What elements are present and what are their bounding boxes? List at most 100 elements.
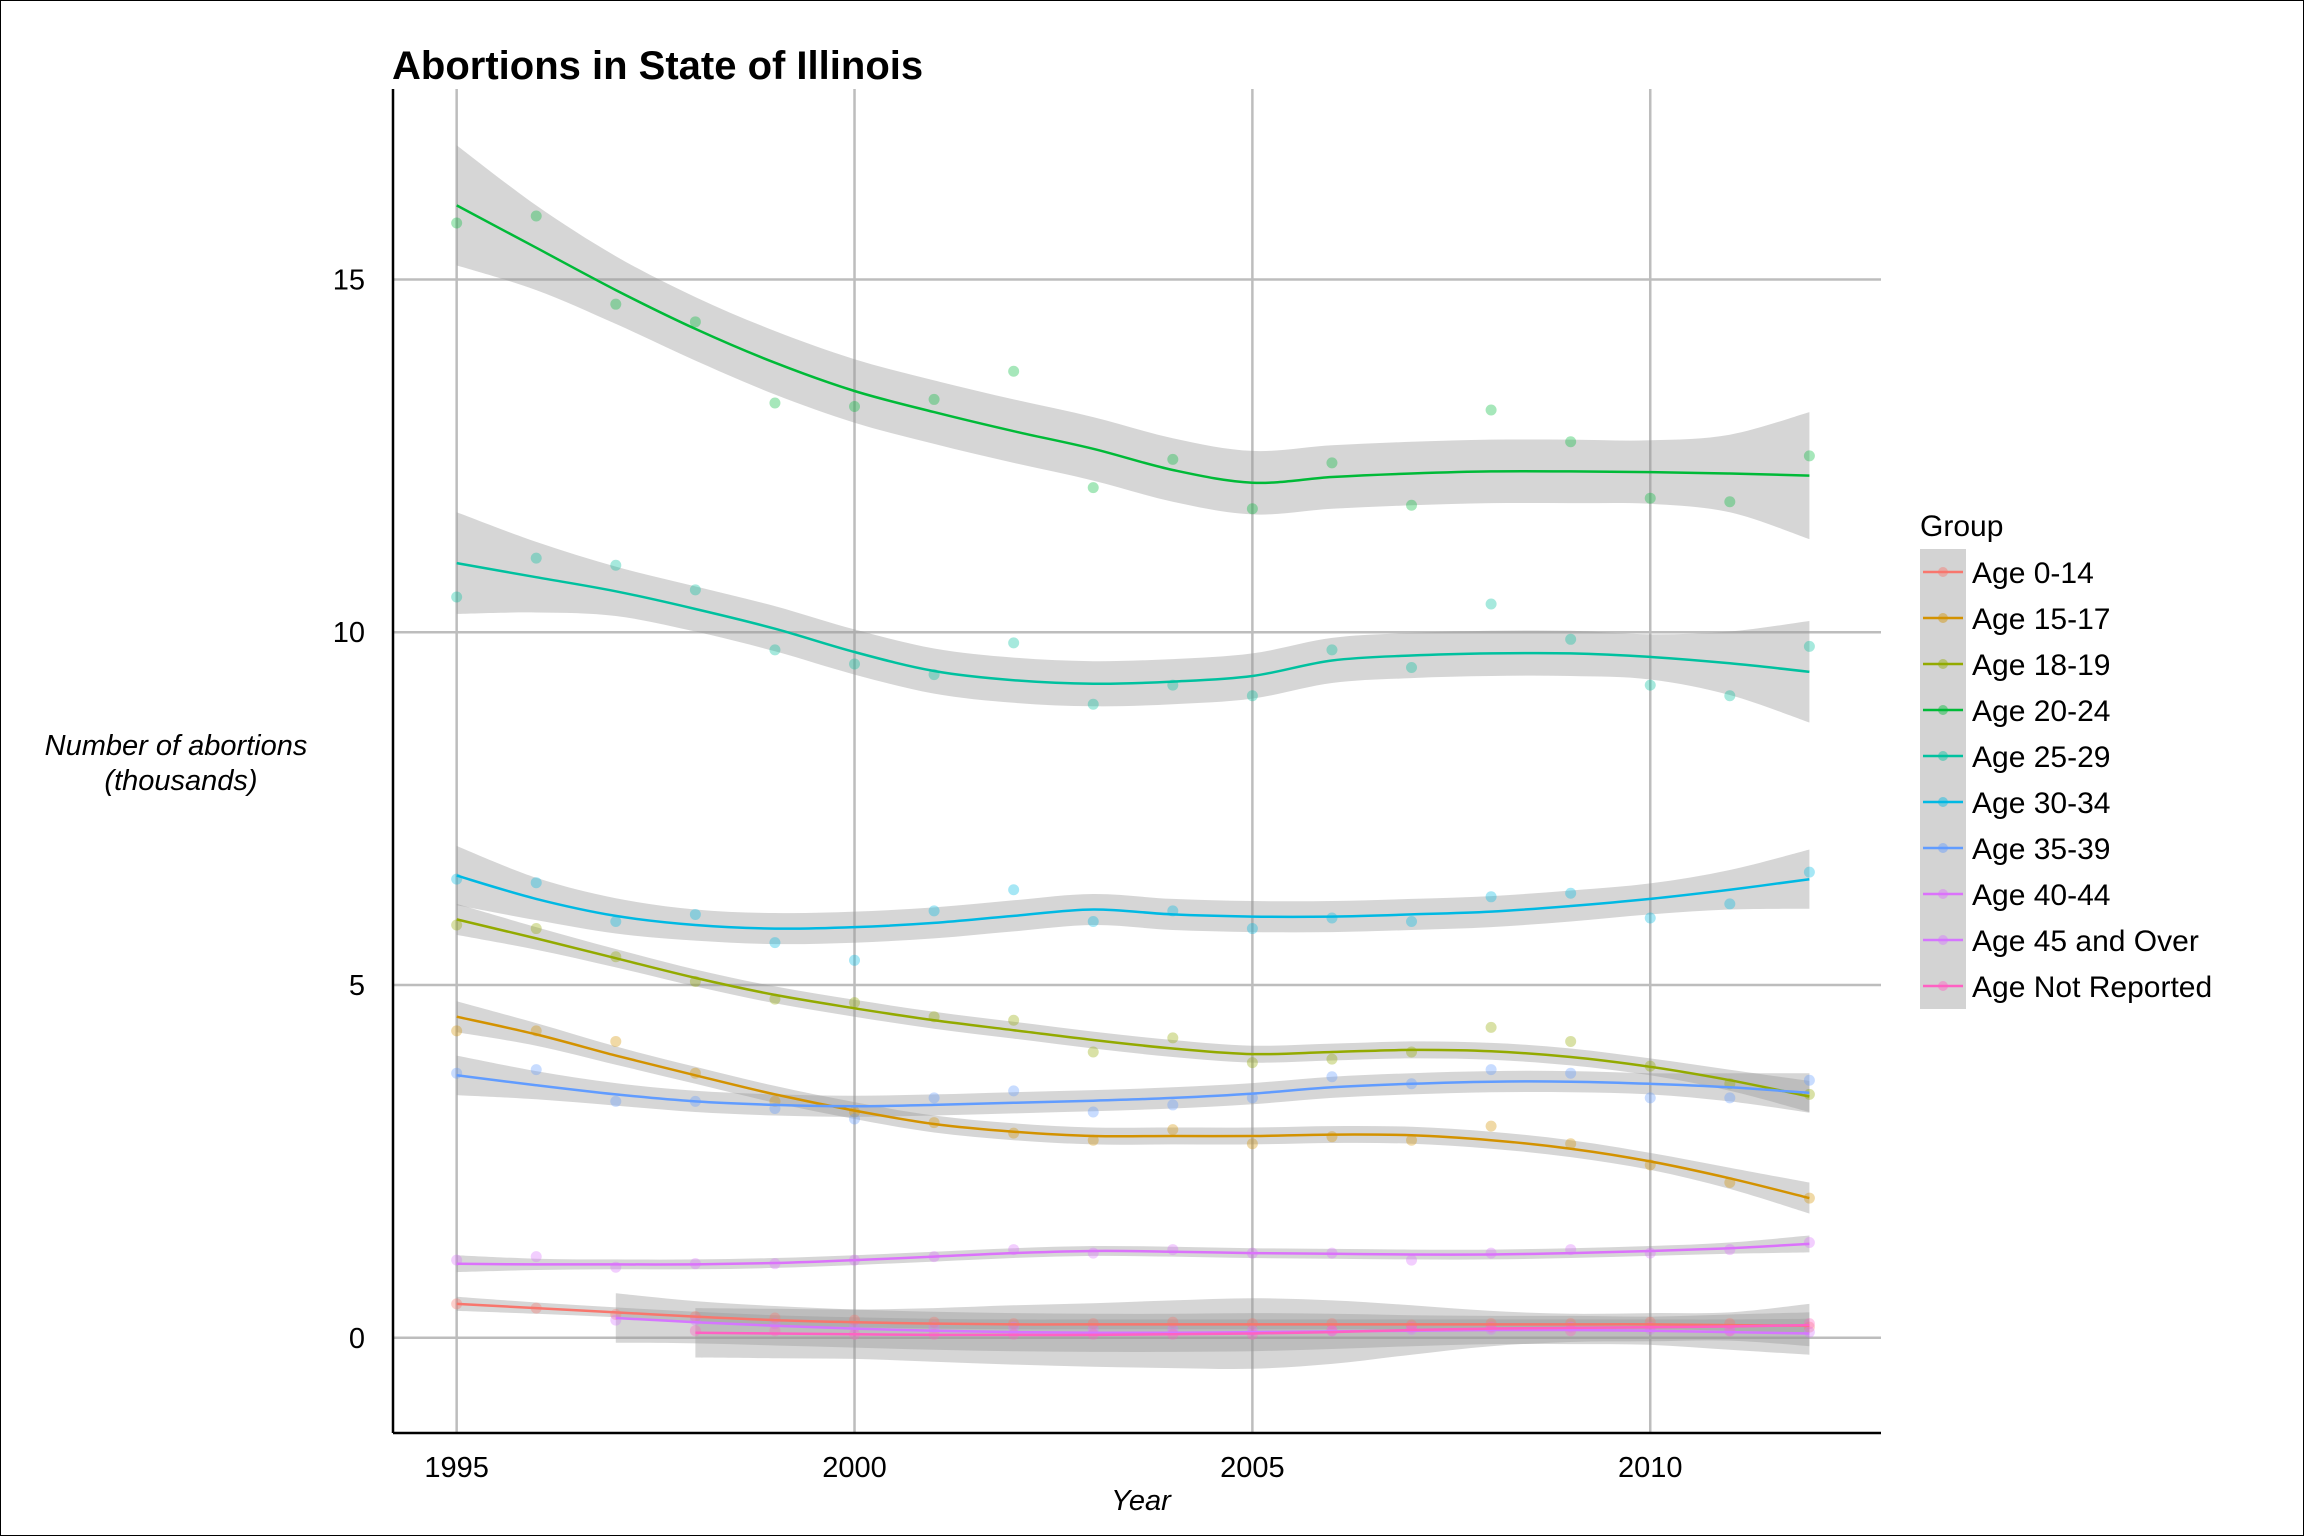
data-point [1087, 1046, 1099, 1058]
data-point [1406, 499, 1418, 511]
series-line [456, 874, 1810, 930]
x-axis-label: Year [1111, 1485, 1172, 1517]
series-line [456, 204, 1810, 485]
data-point [1008, 1014, 1020, 1026]
data-point [1485, 404, 1497, 416]
data-point [1644, 679, 1656, 691]
legend-key-background [1920, 549, 1966, 1009]
legend-label: Age 20-24 [1972, 695, 2110, 728]
data-point [849, 954, 861, 966]
data-point [689, 584, 701, 596]
data-point [1326, 457, 1338, 469]
data-point [1406, 1046, 1418, 1058]
data-point [769, 937, 781, 949]
data-point [1644, 1247, 1656, 1259]
data-point [1326, 912, 1338, 924]
legend-key-point [1938, 705, 1948, 715]
data-point [1246, 1057, 1258, 1069]
y-axis-label-line1: Number of abortions [45, 730, 308, 762]
legend-key-point [1938, 751, 1948, 761]
data-point [1803, 1088, 1815, 1100]
data-point [1246, 503, 1258, 515]
data-point [610, 916, 622, 928]
axes [391, 89, 1881, 1435]
series-line [456, 1242, 1810, 1266]
x-tick-labels: 1995 2000 2005 2010 [424, 1452, 1682, 1484]
data-point [610, 559, 622, 571]
data-point [928, 1092, 940, 1104]
confidence-band [456, 145, 1810, 540]
data-point [451, 873, 463, 885]
data-point [1087, 482, 1099, 494]
legend-label: Age 40-44 [1972, 879, 2110, 912]
data-point [1326, 1131, 1338, 1143]
series-line [695, 1323, 1810, 1337]
legend-key-point [1938, 843, 1948, 853]
data-point [1803, 1074, 1815, 1086]
legend: Group Age 0-14 Age 15-17 Age 18-19 Age 20-2… [1920, 510, 2212, 1009]
data-point [1644, 492, 1656, 504]
legend-key-point [1938, 889, 1948, 899]
x-tick-label: 2000 [822, 1452, 887, 1484]
data-point [1167, 1244, 1179, 1256]
legend-key-point [1938, 659, 1948, 669]
data-point [1326, 644, 1338, 656]
legend-key-point [1938, 797, 1948, 807]
data-point [610, 1314, 622, 1326]
data-point [1167, 1124, 1179, 1136]
data-point [1565, 436, 1577, 448]
x-tick-label: 1995 [424, 1452, 489, 1484]
legend-key-point [1938, 981, 1948, 991]
data-point [530, 1064, 542, 1076]
legend-label: Age 15-17 [1972, 603, 2110, 636]
y-tick-label: 0 [349, 1323, 365, 1355]
confidence-band [456, 1055, 1810, 1117]
data-point [1485, 891, 1497, 903]
legend-key-point [1938, 935, 1948, 945]
data-point [928, 905, 940, 917]
data-point [1724, 1325, 1736, 1337]
data-point [1565, 1035, 1577, 1047]
x-tick-label: 2010 [1618, 1452, 1683, 1484]
data-point [451, 217, 463, 229]
data-point [1565, 1138, 1577, 1150]
series-line [615, 1316, 1810, 1335]
data-point [451, 1067, 463, 1079]
x-tick-label: 2005 [1220, 1452, 1285, 1484]
data-point [1565, 633, 1577, 645]
data-point [1167, 1099, 1179, 1111]
data-point [1644, 912, 1656, 924]
data-point [530, 552, 542, 564]
data-point [1724, 690, 1736, 702]
y-tick-label: 5 [349, 970, 365, 1002]
trend-lines [456, 204, 1810, 1337]
data-point [849, 658, 861, 670]
data-point [849, 400, 861, 412]
chart-title: Abortions in State of Illinois [392, 44, 923, 88]
legend-label: Age 18-19 [1972, 649, 2110, 682]
legend-key-point [1938, 613, 1948, 623]
data-point [1406, 916, 1418, 928]
data-point [1008, 884, 1020, 896]
data-point [1803, 866, 1815, 878]
confidence-band [456, 512, 1810, 723]
data-point [1724, 496, 1736, 508]
confidence-bands [456, 145, 1810, 1370]
y-tick-label: 15 [333, 264, 365, 296]
legend-label: Age 25-29 [1972, 741, 2110, 774]
data-point [1485, 1064, 1497, 1076]
data-point [1803, 450, 1815, 462]
data-point [1087, 916, 1099, 928]
data-point [1246, 1138, 1258, 1150]
data-point [1406, 662, 1418, 674]
data-point [1485, 1120, 1497, 1132]
legend-title: Group [1920, 510, 2003, 543]
data-point [1803, 640, 1815, 652]
data-point [451, 1025, 463, 1037]
data-point [1326, 1071, 1338, 1083]
data-point [689, 1325, 701, 1337]
data-point [1406, 1134, 1418, 1146]
data-point [1087, 1134, 1099, 1146]
data-point [1087, 1247, 1099, 1259]
